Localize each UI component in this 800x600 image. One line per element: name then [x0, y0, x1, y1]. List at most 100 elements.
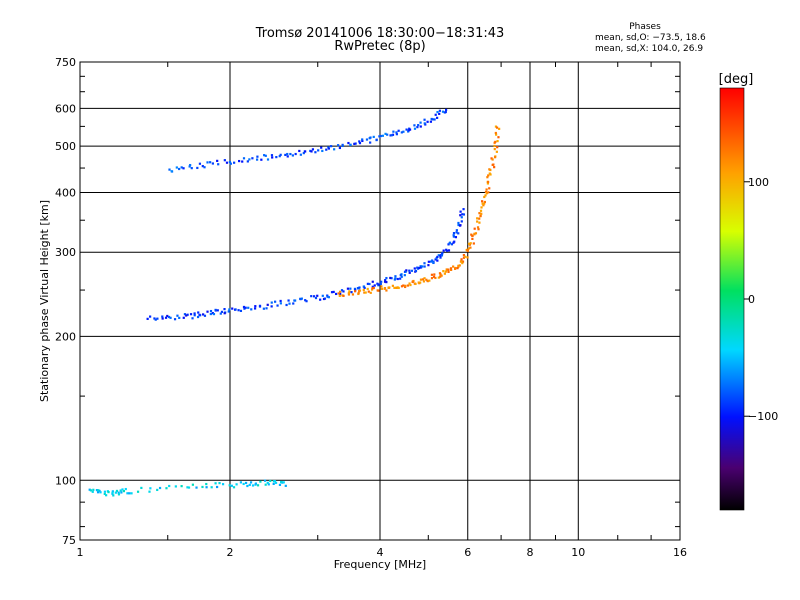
data-point	[394, 277, 397, 280]
data-point	[423, 277, 426, 280]
data-point	[408, 282, 411, 285]
data-point	[402, 284, 405, 287]
data-point	[284, 153, 287, 157]
data-point	[473, 232, 476, 235]
data-point	[201, 485, 204, 489]
colorbar-tick-label: −100	[748, 410, 778, 423]
data-point	[305, 300, 308, 303]
data-point	[274, 300, 277, 303]
data-point	[426, 279, 429, 283]
data-point	[458, 264, 461, 267]
phase-stats-heading: Phases	[629, 22, 661, 32]
data-point	[363, 291, 366, 294]
data-point	[300, 297, 303, 300]
data-point	[371, 280, 374, 283]
data-point	[148, 490, 151, 493]
data-point	[419, 125, 422, 128]
data-point	[442, 270, 445, 273]
phase-stats: Phases mean, sd,O: −73.5, 18.6 mean, sd,…	[595, 22, 706, 55]
data-point	[353, 290, 357, 293]
data-point	[396, 277, 399, 281]
data-point	[258, 305, 262, 308]
data-point	[95, 489, 99, 492]
data-point	[370, 288, 374, 291]
data-point	[189, 313, 193, 316]
data-point	[377, 283, 380, 286]
data-point	[304, 299, 307, 302]
data-point	[469, 242, 472, 245]
phase-stats-x: mean, sd,X: 104.0, 26.9	[595, 44, 704, 54]
data-point	[422, 280, 426, 283]
data-point	[416, 126, 419, 129]
data-point	[244, 481, 248, 485]
data-point	[478, 221, 481, 224]
data-point	[316, 294, 319, 297]
x-tick-labels: 1 2 4 6 8 10 16	[77, 546, 688, 559]
data-point	[195, 486, 198, 489]
data-point	[391, 133, 395, 136]
data-point	[461, 213, 464, 216]
data-point	[489, 168, 492, 172]
data-point	[429, 120, 433, 123]
data-point	[464, 255, 467, 258]
data-point	[378, 135, 381, 138]
data-point	[425, 278, 428, 281]
data-point	[89, 489, 93, 492]
data-point	[423, 262, 426, 265]
data-point	[384, 132, 387, 135]
data-point	[193, 312, 196, 315]
data-point	[407, 129, 410, 132]
data-point	[421, 278, 425, 281]
data-point	[198, 162, 202, 165]
data-point	[483, 200, 487, 204]
data-point	[423, 265, 426, 268]
data-point	[234, 308, 237, 311]
data-point	[111, 491, 114, 494]
data-point	[349, 143, 352, 147]
data-point	[368, 282, 371, 286]
data-point	[487, 191, 490, 194]
y-tick-label: 750	[55, 56, 76, 69]
data-point	[186, 313, 189, 316]
data-point	[436, 116, 439, 119]
data-point	[405, 269, 408, 272]
data-point	[264, 154, 267, 157]
data-point	[251, 157, 254, 160]
x-tick-label: 8	[527, 546, 534, 559]
data-point	[417, 124, 420, 127]
data-point	[294, 152, 297, 156]
data-point	[481, 200, 484, 203]
colorbar-label: [deg]	[719, 72, 754, 87]
data-point	[327, 296, 331, 299]
data-point	[403, 274, 406, 277]
data-point	[427, 264, 430, 267]
data-point	[494, 125, 498, 128]
data-point	[121, 488, 124, 491]
data-point	[483, 202, 486, 205]
data-point	[263, 479, 267, 482]
data-point	[491, 158, 494, 161]
data-point	[98, 489, 101, 493]
data-point	[460, 258, 463, 261]
data-point	[219, 312, 222, 315]
data-point	[205, 482, 208, 486]
data-point	[471, 237, 474, 240]
data-point	[246, 160, 249, 163]
data-point	[230, 484, 233, 487]
data-point	[493, 156, 497, 159]
data-point	[161, 317, 164, 320]
data-point	[329, 145, 333, 148]
data-point	[256, 484, 260, 487]
data-point	[327, 147, 331, 150]
data-point	[408, 128, 412, 131]
data-point	[495, 133, 498, 136]
data-point	[286, 152, 289, 156]
data-point	[96, 491, 100, 494]
data-point	[456, 267, 459, 270]
data-point	[452, 234, 455, 237]
data-point	[253, 307, 257, 310]
data-point	[433, 118, 436, 121]
data-point	[130, 492, 133, 495]
data-point	[180, 485, 183, 488]
